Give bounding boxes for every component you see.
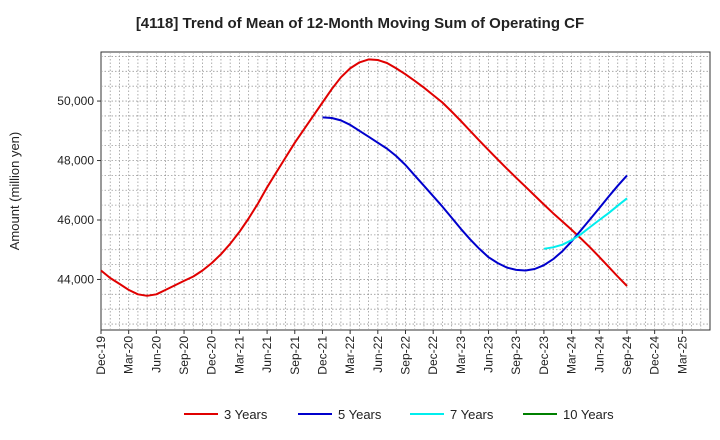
y-tick-label: 48,000 [57, 154, 94, 168]
x-tick-label: Sep-22 [399, 336, 413, 375]
y-axis-label: Amount (million yen) [7, 132, 22, 251]
x-tick-label: Mar-23 [454, 336, 468, 374]
plot-frame [100, 51, 711, 331]
legend-label: 5 Years [338, 407, 382, 422]
series-line-3-years [100, 58, 628, 297]
legend: 3 Years 5 Years 7 Years 10 Years [184, 407, 614, 422]
grid [101, 52, 710, 330]
x-tick-label: Sep-20 [177, 336, 191, 375]
x-tick-label: Jun-20 [149, 336, 163, 373]
x-axis-ticks: Dec-19 Mar-20 Jun-20 Sep-20 Dec-20 Mar-21 Jun-… [94, 330, 689, 375]
legend-label: 10 Years [563, 407, 614, 422]
x-tick-label: Dec-19 [94, 336, 108, 375]
x-tick-label: Jun-23 [482, 336, 496, 373]
series-line-7-years [543, 197, 628, 250]
x-tick-label: Dec-24 [648, 336, 662, 375]
x-tick-label: Dec-21 [315, 336, 329, 375]
x-tick-label: Mar-25 [675, 336, 689, 374]
x-tick-label: Sep-21 [288, 336, 302, 375]
x-tick-label: Dec-20 [205, 336, 219, 375]
y-tick-label: 44,000 [57, 272, 94, 286]
legend-label: 3 Years [224, 407, 268, 422]
series-lines [100, 58, 628, 297]
x-tick-label: Dec-23 [537, 336, 551, 375]
x-tick-label: Mar-24 [565, 336, 579, 374]
x-tick-label: Jun-22 [371, 336, 385, 373]
x-tick-label: Dec-22 [426, 336, 440, 375]
plot-area [100, 51, 711, 331]
y-tick-label: 50,000 [57, 94, 94, 108]
x-tick-label: Sep-23 [509, 336, 523, 375]
x-tick-label: Mar-21 [232, 336, 246, 374]
y-tick-label: 46,000 [57, 213, 94, 227]
x-tick-label: Mar-22 [343, 336, 357, 374]
x-tick-label: Sep-24 [620, 336, 634, 375]
series-line-5-years [322, 116, 628, 272]
y-axis-ticks: 44,000 46,000 48,000 50,000 [57, 94, 101, 286]
x-tick-label: Jun-21 [260, 336, 274, 373]
x-tick-label: Mar-20 [122, 336, 136, 374]
legend-label: 7 Years [450, 407, 494, 422]
chart-title: [4118] Trend of Mean of 12-Month Moving … [136, 15, 584, 32]
x-tick-label: Jun-24 [592, 336, 606, 373]
